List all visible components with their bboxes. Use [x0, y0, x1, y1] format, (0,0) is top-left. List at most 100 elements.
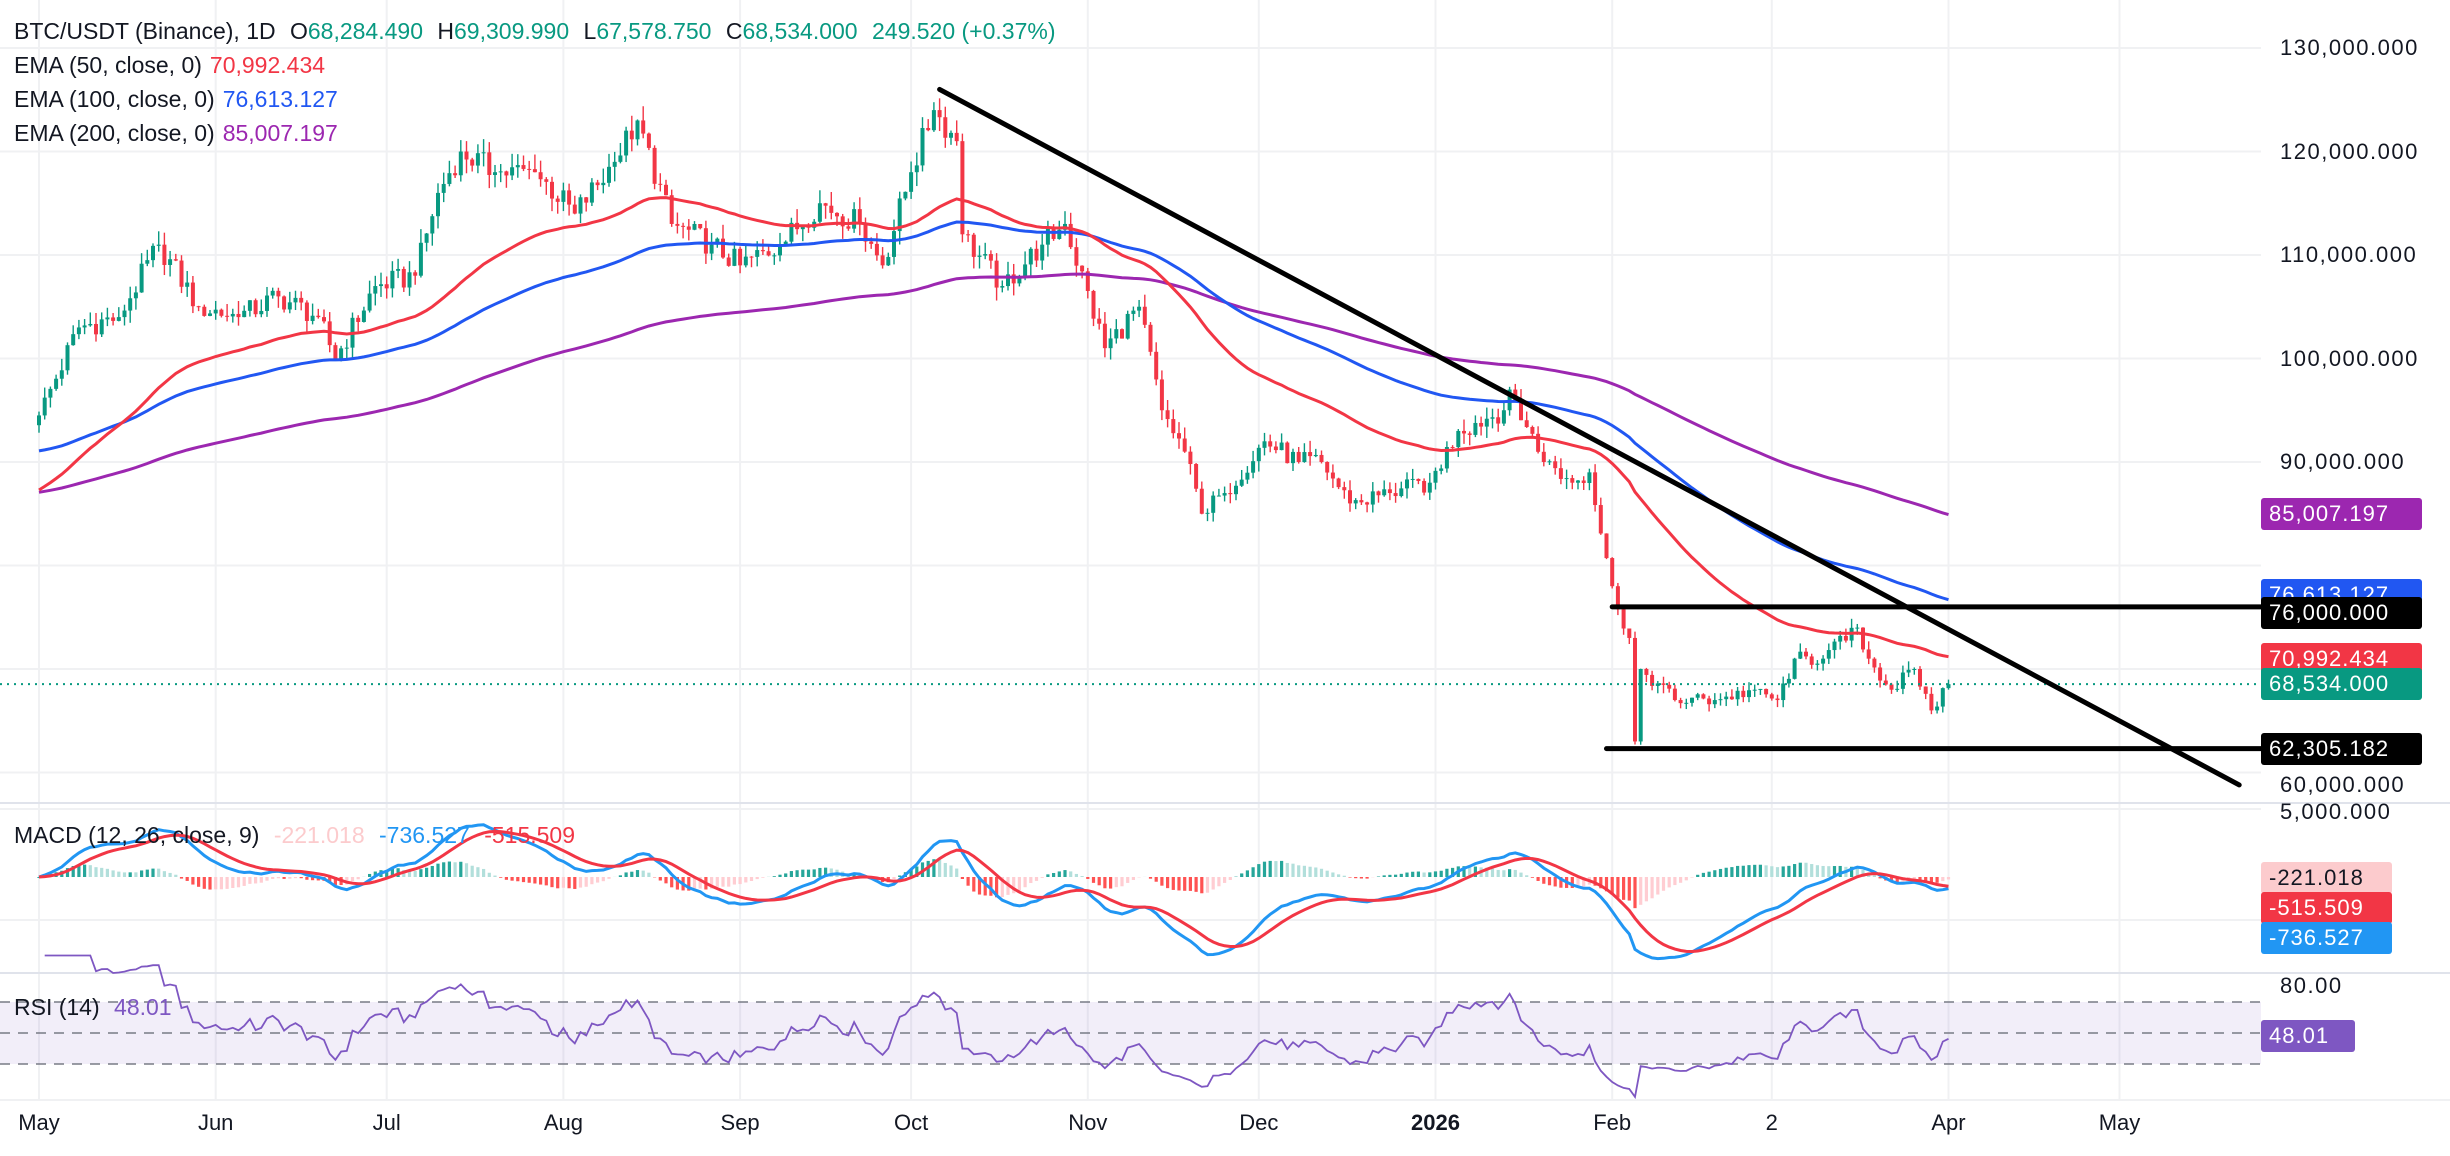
candle-body [1490, 417, 1495, 419]
macd-histogram-bar [1815, 865, 1819, 877]
time-axis-label: May [18, 1110, 60, 1135]
ema100-legend[interactable]: EMA (100, close, 0) 76,613.127 [14, 84, 346, 114]
candle-body [515, 165, 520, 168]
candle-body [236, 313, 241, 318]
descending-trendline[interactable] [937, 86, 2242, 788]
candle-body [1194, 464, 1199, 489]
rsi-legend[interactable]: RSI (14) 48.01 [14, 992, 180, 1022]
candle-body [1319, 454, 1324, 462]
candle-body [641, 120, 646, 134]
macd-histogram-bar [561, 877, 565, 888]
candle-body [1273, 446, 1278, 451]
macd-histogram-bar [1513, 869, 1517, 877]
candle-body [532, 169, 537, 173]
macd-histogram-bar [898, 875, 902, 877]
macd-histogram-bar [1582, 877, 1586, 887]
macd-histogram-bar [185, 877, 189, 881]
candle-body [658, 183, 663, 185]
macd-value: -736.527 [379, 822, 470, 848]
macd-histogram-bar [1667, 877, 1671, 888]
macd-histogram-bar [909, 868, 913, 877]
macd-histogram-bar [1832, 866, 1837, 877]
macd-histogram-bar [1707, 871, 1711, 877]
drawings[interactable] [0, 86, 2264, 788]
macd-histogram-bar [1280, 860, 1284, 877]
candle-body [145, 260, 150, 264]
macd-histogram-bar [1411, 871, 1415, 877]
macd-histogram-bar [1177, 877, 1181, 891]
macd-histogram-bar [1074, 873, 1078, 877]
candle-body [1701, 694, 1706, 699]
macd-histogram-bar [1017, 877, 1021, 891]
candle-body [413, 272, 418, 276]
candle-body [783, 241, 788, 245]
candle-body [635, 120, 640, 140]
candle-body [1940, 688, 1945, 707]
macd-histogram-bar [533, 877, 537, 884]
time-axis-label: Nov [1068, 1110, 1108, 1135]
candle-body [1581, 480, 1586, 483]
candle-body [447, 173, 452, 184]
macd-histogram-bar [829, 868, 833, 877]
candle-body [213, 309, 218, 314]
candle-body [1821, 658, 1826, 664]
macd-histogram-bar [1810, 864, 1814, 877]
macd-histogram-bar [413, 871, 417, 877]
candle-body [230, 313, 235, 317]
candle-body [1011, 274, 1016, 284]
ema200-legend[interactable]: EMA (200, close, 0) 85,007.197 [14, 118, 346, 148]
candle-body [1519, 400, 1523, 421]
candle-body [550, 181, 554, 199]
macd-histogram-bar [373, 871, 377, 877]
candle-body [1672, 688, 1677, 701]
macd-histogram-bar [1297, 865, 1301, 877]
macd-histogram-bar [664, 877, 668, 884]
macd-histogram-bar [1827, 866, 1831, 877]
macd-histogram-bar [1553, 877, 1557, 887]
candle-body [59, 370, 64, 379]
macd-histogram-bar [607, 877, 611, 879]
candle-body [1695, 694, 1700, 698]
candle-body [1382, 489, 1387, 496]
macd-histogram-bar [1171, 877, 1175, 890]
macd-histogram-bar [1217, 877, 1221, 887]
macd-histogram-bar [111, 870, 115, 877]
macd-histogram-bar [1097, 877, 1101, 886]
candle-body [1479, 422, 1484, 427]
candle-body [94, 323, 98, 335]
macd-histogram-bar [385, 869, 389, 877]
macd-histogram-bar [738, 877, 742, 885]
macd-histogram-bar [242, 877, 246, 886]
macd-histogram-bar [470, 865, 474, 877]
candle-body [1615, 586, 1620, 610]
macd-histogram-bar [1872, 875, 1876, 877]
macd-histogram-bar [1656, 877, 1660, 895]
macd-histogram-bar [1644, 877, 1648, 902]
ema50-line [38, 196, 1949, 659]
macd-histogram-bar [932, 859, 936, 877]
ema-lines [38, 196, 1949, 659]
macd-histogram-bar [117, 871, 121, 877]
candle-body [1667, 684, 1672, 689]
candle-body [1313, 454, 1318, 457]
macd-histogram-bar [1091, 877, 1096, 883]
candle-body [1188, 451, 1193, 465]
candle-body [755, 250, 760, 257]
candle-body [1661, 683, 1666, 685]
candle-body [817, 203, 822, 222]
candle-body [1040, 244, 1045, 261]
candle-body [1524, 420, 1529, 428]
macd-histogram-bar [1696, 874, 1700, 877]
macd-legend[interactable]: MACD (12, 26, close, 9) -221.018 -736.52… [14, 820, 583, 850]
candle-body [99, 319, 104, 335]
macd-histogram-bar [1148, 877, 1153, 879]
candle-body [105, 317, 110, 320]
candle-body [1724, 696, 1729, 700]
macd-histogram-bar [715, 877, 719, 887]
candle-body [1296, 451, 1301, 462]
ema50-legend[interactable]: EMA (50, close, 0) 70,992.434 [14, 50, 333, 80]
candle-body [521, 165, 526, 169]
macd-histogram-bar [442, 862, 446, 877]
candle-body [846, 226, 851, 229]
